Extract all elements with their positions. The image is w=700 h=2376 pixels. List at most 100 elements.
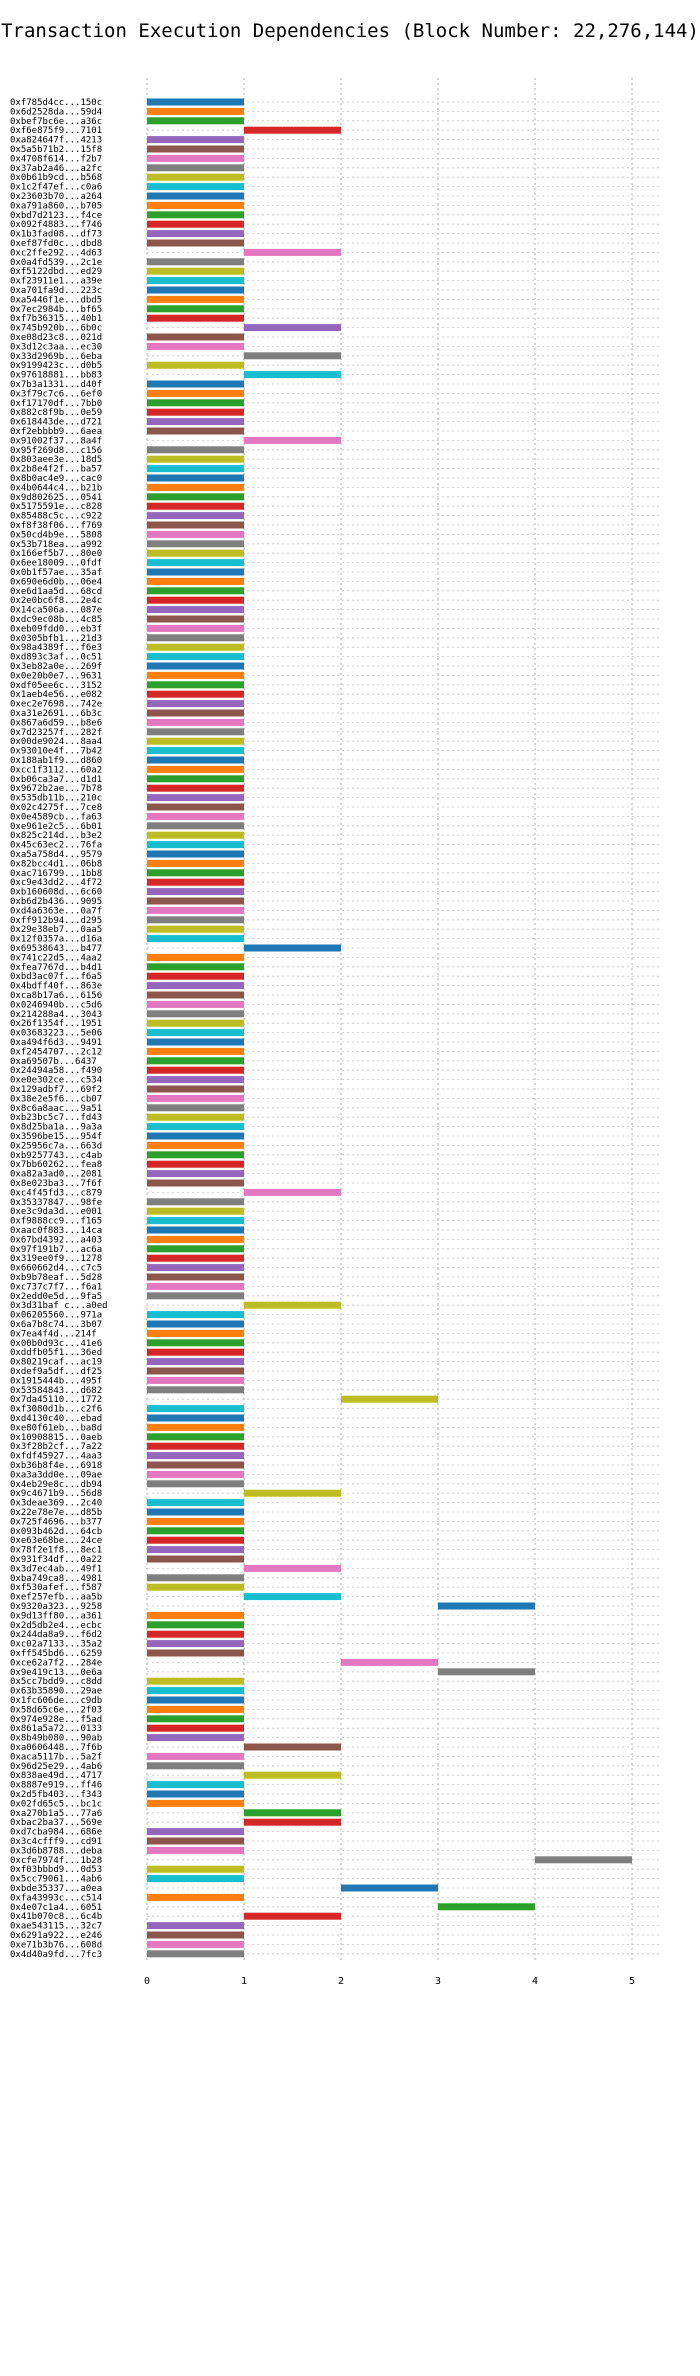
- y-tick-label: 0x85488c5c...c922: [10, 512, 102, 522]
- y-tick-label: 0xff545bd6...6259: [10, 1649, 102, 1659]
- dependency-bar: [147, 935, 244, 943]
- dependency-bar: [147, 1734, 244, 1742]
- dependency-bar: [147, 1621, 244, 1629]
- dependency-bar: [147, 164, 244, 172]
- dependency-bar: [147, 982, 244, 990]
- y-tick-label: 0xac716799...1bb8: [10, 869, 102, 879]
- y-tick-label: 0x745b920b...6b0c: [10, 324, 102, 334]
- y-tick-label: 0x660662d4...c7c5: [10, 1264, 102, 1274]
- dependency-bar: [147, 1170, 244, 1178]
- dependency-bar: [147, 427, 244, 435]
- dependency-bar: [341, 1395, 438, 1403]
- dependency-bar: [147, 1931, 244, 1939]
- dependency-bar: [147, 1724, 244, 1732]
- y-tick-label: 0x14ca506a...087e: [10, 606, 102, 616]
- dependency-bar: [147, 1640, 244, 1648]
- y-tick-label: 0x9c4671b9...56d8: [10, 1489, 102, 1499]
- y-tick-label: 0xf8f38f06...f769: [10, 521, 102, 531]
- y-tick-label: 0x7da45110...1772: [10, 1395, 102, 1405]
- dependency-bar: [147, 897, 244, 905]
- dependency-bar: [147, 1029, 244, 1037]
- dependency-bar: [147, 117, 244, 125]
- dependency-bar: [147, 765, 244, 773]
- y-tick-label: 0x093b462d...64cb: [10, 1527, 102, 1537]
- y-tick-label: 0x80219caf...ac19: [10, 1358, 102, 1368]
- dependency-bar: [147, 295, 244, 303]
- dependency-bar: [438, 1602, 535, 1610]
- y-tick-label: 0x50cd4b9e...5808: [10, 530, 102, 540]
- y-tick-label: 0x741c22d5...4aa2: [10, 953, 102, 963]
- y-tick-label: 0x931f34df...0a22: [10, 1555, 102, 1565]
- y-tick-label: 0xaca5117b...5a2f: [10, 1752, 102, 1762]
- y-tick-label: 0x1fc606de...c9db: [10, 1696, 102, 1706]
- dependency-bar: [147, 681, 244, 689]
- y-tick-label: 0xcc1f3112...60a2: [10, 765, 102, 775]
- dependency-bar: [244, 1301, 341, 1309]
- dependency-bar: [147, 1311, 244, 1319]
- y-tick-label: 0x244da8a9...f6d2: [10, 1630, 102, 1640]
- x-tick-label: 4: [532, 1976, 538, 1987]
- dependency-bar: [147, 859, 244, 867]
- y-tick-label: 0x8b0ac4e9...cac0: [10, 474, 102, 484]
- dependency-bar: [244, 352, 341, 360]
- dependency-bar: [147, 1414, 244, 1422]
- y-tick-label: 0xef87fd0c...dbd8: [10, 239, 102, 249]
- y-tick-label: 0xc2ffe292...4d63: [10, 248, 102, 258]
- y-tick-label: 0x1b3fad08...df73: [10, 230, 102, 240]
- dependency-bar: [147, 1442, 244, 1450]
- y-tick-label: 0xb36b8f4e...6918: [10, 1461, 102, 1471]
- y-tick-label: 0x2b8e4f2f...ba57: [10, 465, 102, 475]
- dependency-bar: [147, 1940, 244, 1948]
- dependency-bar: [147, 389, 244, 397]
- y-tick-label: 0xc4f45fd3...c879: [10, 1188, 102, 1198]
- dependency-bar: [147, 1386, 244, 1394]
- dependency-bar: [147, 1837, 244, 1845]
- y-tick-label: 0x2edd0e5d...9fa5: [10, 1292, 102, 1302]
- y-tick-label: 0xc737c7f7...f6a1: [10, 1282, 102, 1292]
- dependency-bar: [147, 1893, 244, 1901]
- bar-layer: [147, 98, 632, 1958]
- y-tick-label: 0xfea7767d...b4d1: [10, 963, 102, 973]
- y-tick-label: 0xbde35337...a0ea: [10, 1884, 102, 1894]
- y-tick-label: 0x1aeb4e56...e082: [10, 690, 102, 700]
- dependency-bar: [147, 1292, 244, 1300]
- dependency-bar: [341, 1884, 438, 1892]
- dependency-bar: [147, 1019, 244, 1027]
- y-tick-label: 0x0b1f57ae...35af: [10, 568, 102, 578]
- y-tick-label: 0x2d5fb403...f343: [10, 1790, 102, 1800]
- y-tick-label: 0x825c214d...b3e2: [10, 831, 102, 841]
- dependency-bar: [147, 1066, 244, 1074]
- dependency-bar: [244, 1593, 341, 1601]
- dependency-bar: [147, 502, 244, 510]
- dependency-bar: [147, 474, 244, 482]
- x-tick-label: 1: [241, 1976, 247, 1987]
- y-tick-label: 0xbd3ac07f...f6a5: [10, 972, 102, 982]
- dependency-bar: [147, 1339, 244, 1347]
- y-tick-label: 0xae543115...32c7: [10, 1922, 102, 1932]
- dependency-bar: [147, 568, 244, 576]
- y-tick-label: 0x0b61b9cd...b568: [10, 173, 102, 183]
- y-tick-label: 0xf7b36315...40b1: [10, 314, 102, 324]
- y-tick-label: 0x3596be15...954f: [10, 1132, 102, 1142]
- dependency-bar: [147, 136, 244, 144]
- y-tick-label: 0x95f269d8...c156: [10, 446, 102, 456]
- y-tick-label: 0x5cc79061...4ab6: [10, 1875, 102, 1885]
- y-tick-label: 0x9320a323...9258: [10, 1602, 102, 1612]
- y-tick-label: 0xa791a860...b705: [10, 201, 102, 211]
- y-tick-label: 0x78f2e1f8...8ec1: [10, 1546, 102, 1556]
- dependency-bar: [147, 1677, 244, 1685]
- y-tick-label: 0x9199423c...d0b5: [10, 361, 102, 371]
- y-tick-label: 0xd4130c40...ebad: [10, 1414, 102, 1424]
- y-tick-label: 0xa494f6d3...9491: [10, 1038, 102, 1048]
- dependency-bar: [147, 1781, 244, 1789]
- dependency-bar: [147, 1038, 244, 1046]
- y-tick-label: 0x58d65c6e...2f03: [10, 1705, 102, 1715]
- dependency-bar: [147, 1950, 244, 1958]
- y-tick-label: 0xa824647f...4213: [10, 136, 102, 146]
- y-tick-label: 0xeb09fdd0...eb3f: [10, 624, 102, 634]
- dependency-bar: [147, 756, 244, 764]
- dependency-bar: [147, 1348, 244, 1356]
- dependency-bar: [147, 953, 244, 961]
- dependency-bar: [147, 1151, 244, 1159]
- dependency-bar: [147, 803, 244, 811]
